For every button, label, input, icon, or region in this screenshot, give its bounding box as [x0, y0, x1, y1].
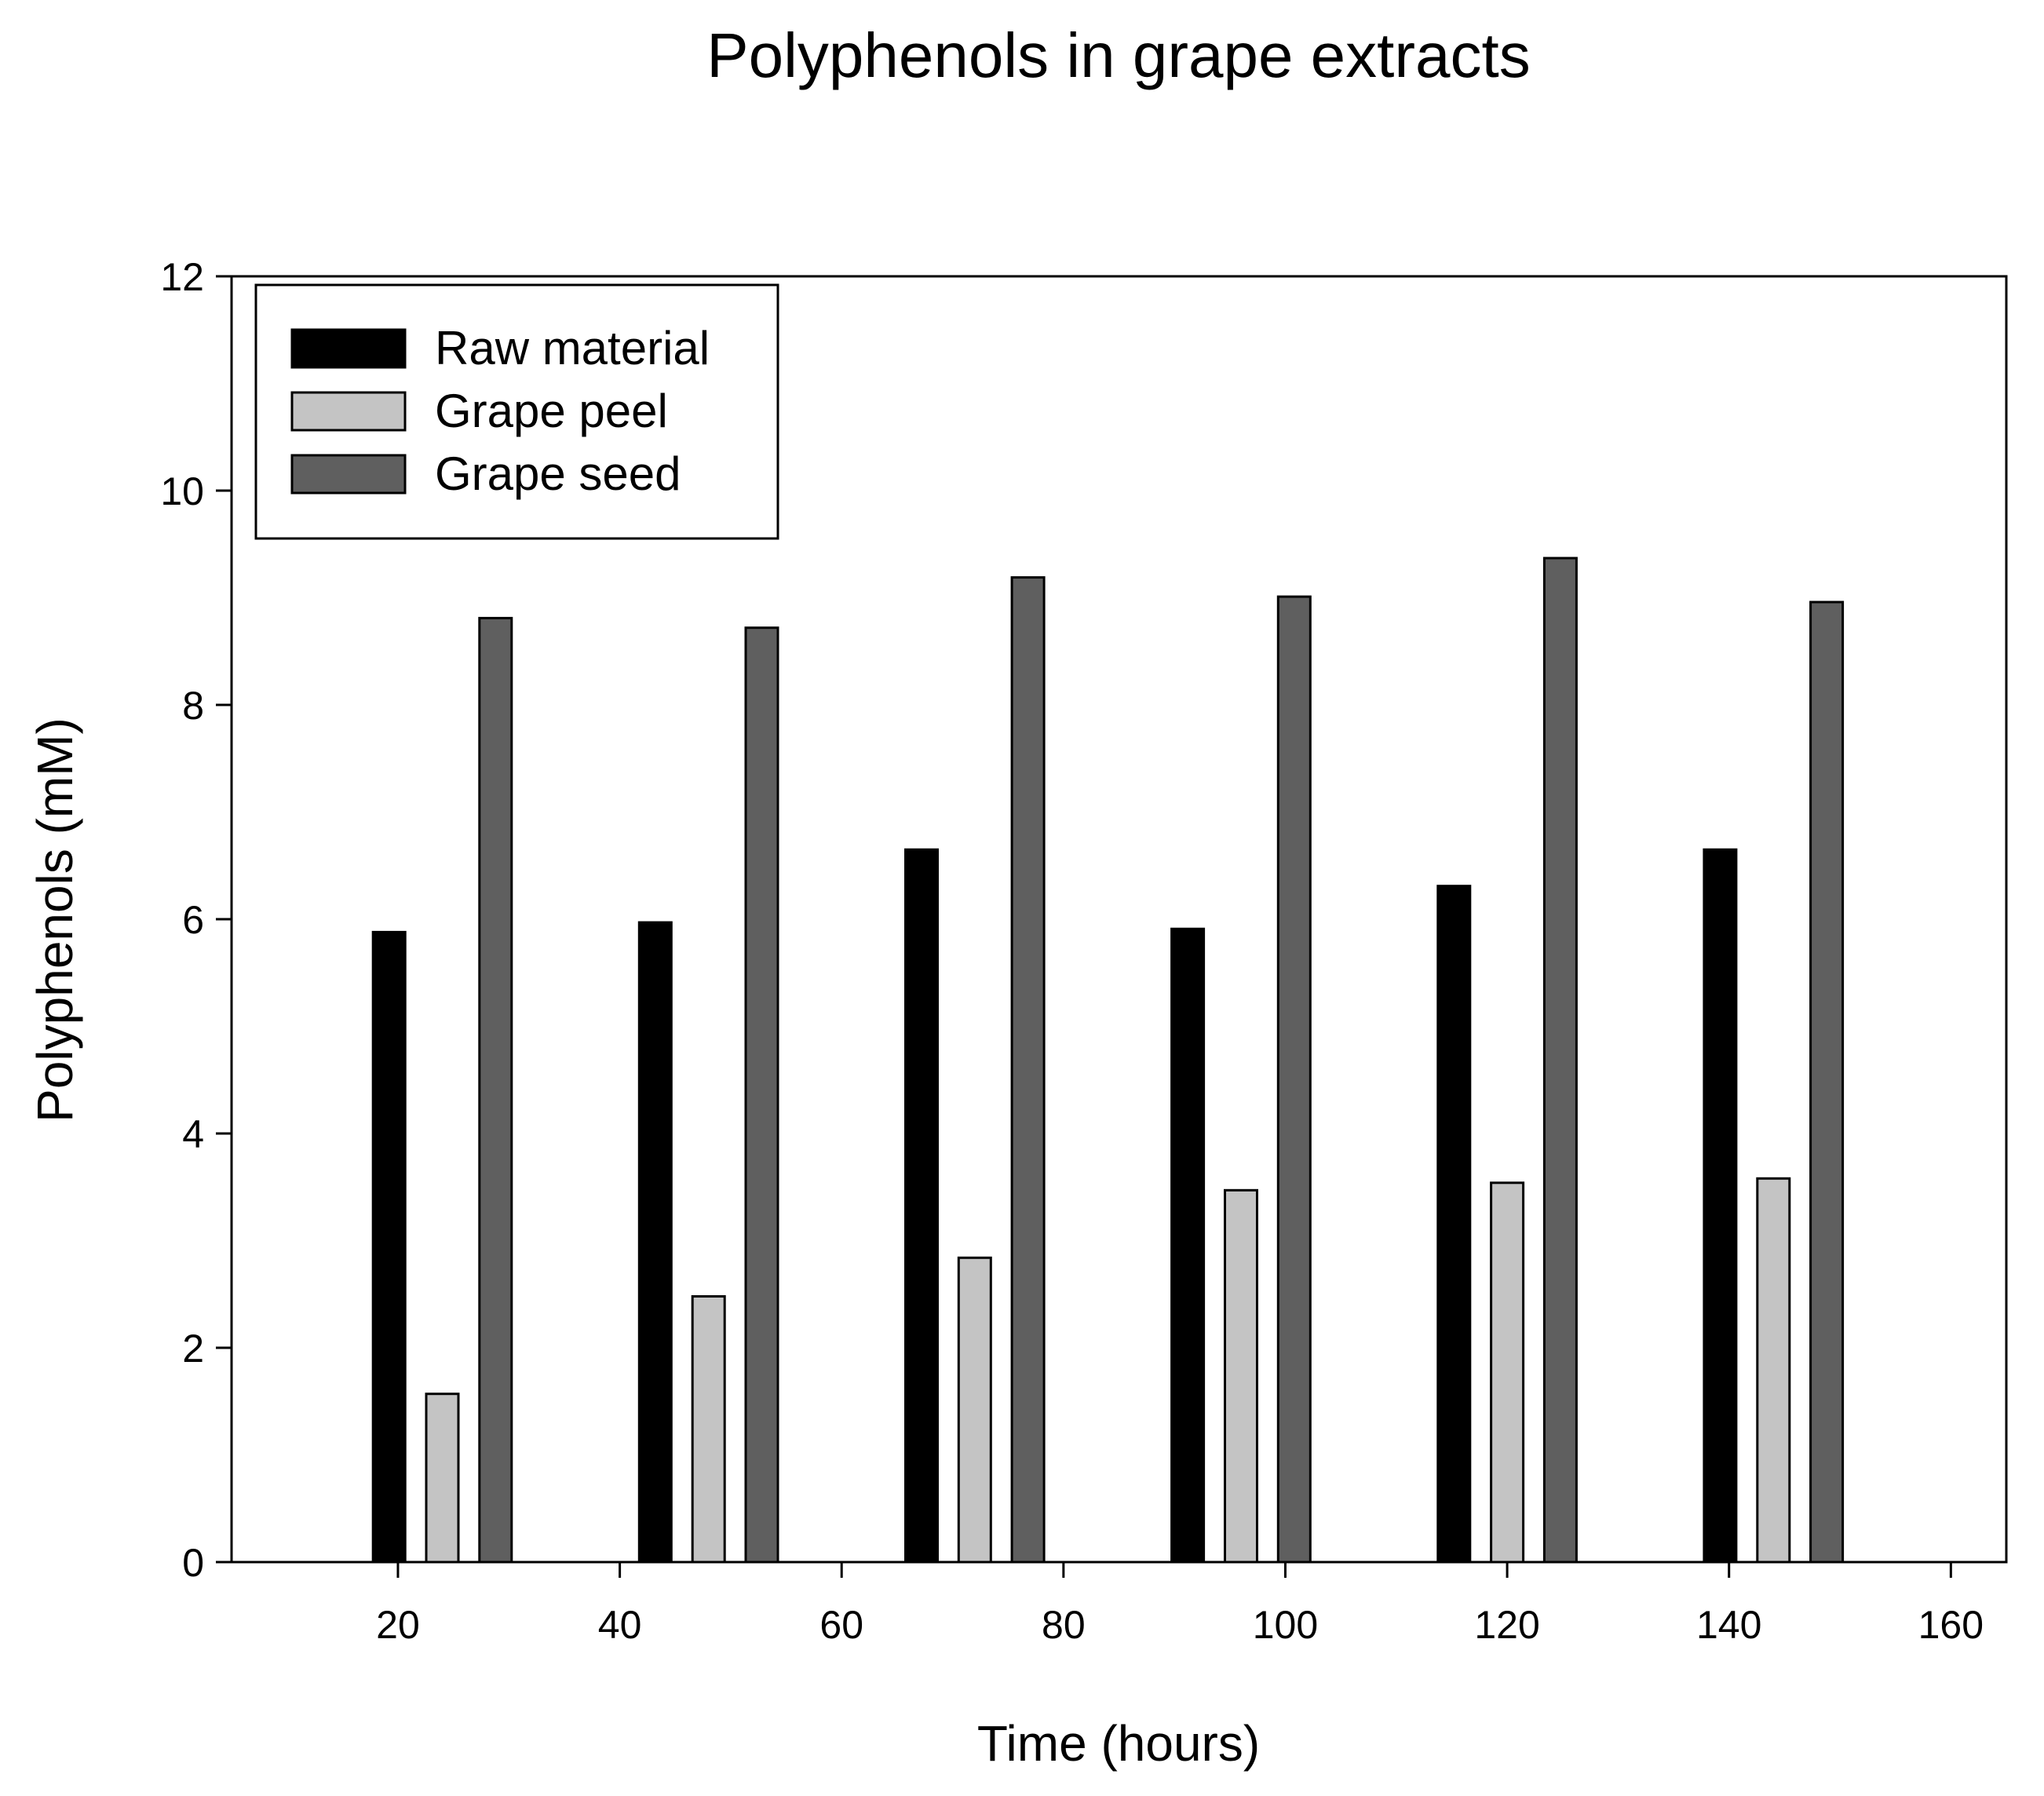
- x-tick-label: 140: [1696, 1603, 1761, 1647]
- bar-grape-seed-144: [1809, 600, 1845, 1564]
- x-tick-label: 120: [1474, 1603, 1539, 1647]
- y-tick-label: 4: [182, 1112, 204, 1156]
- legend-label-raw-material: Raw material: [435, 322, 710, 374]
- legend-swatch-grape-seed: [290, 454, 407, 495]
- bar-raw-material-48: [637, 921, 673, 1564]
- bar-grape-seed-72: [1010, 576, 1046, 1564]
- legend: Raw material Grape peel Grape seed: [254, 283, 779, 540]
- bar-grape-peel-120: [1490, 1181, 1525, 1564]
- y-axis: 0 2 4 6 8 10 12: [160, 255, 232, 1585]
- legend-items: Raw material Grape peel Grape seed: [290, 322, 710, 500]
- y-tick-label: 0: [182, 1541, 204, 1585]
- bar-grape-seed-96: [1276, 595, 1312, 1564]
- x-tick-label: 40: [598, 1603, 642, 1647]
- y-tick-label: 6: [182, 898, 204, 942]
- x-axis: 20 40 60 80 100 120 140 160: [376, 1562, 1984, 1647]
- bar-raw-material-96: [1170, 927, 1206, 1564]
- x-tick-label: 60: [819, 1603, 863, 1647]
- bars-group: [371, 557, 1845, 1564]
- bar-grape-peel-24: [425, 1393, 460, 1564]
- x-tick-label: 100: [1253, 1603, 1318, 1647]
- bar-grape-peel-72: [957, 1256, 992, 1564]
- bar-grape-seed-120: [1542, 557, 1578, 1564]
- y-axis-title: Polyphenols (mM): [27, 717, 83, 1122]
- bar-raw-material-144: [1703, 848, 1738, 1564]
- y-tick-label: 2: [182, 1327, 204, 1371]
- x-tick-label: 20: [376, 1603, 420, 1647]
- x-tick-label: 160: [1918, 1603, 1984, 1647]
- bar-raw-material-72: [904, 848, 939, 1564]
- bar-grape-seed-24: [478, 616, 513, 1564]
- bar-grape-peel-48: [691, 1295, 726, 1564]
- y-tick-label: 12: [160, 255, 204, 299]
- x-tick-label: 80: [1042, 1603, 1086, 1647]
- bar-raw-material-120: [1436, 885, 1472, 1564]
- legend-swatch-grape-peel: [290, 391, 407, 432]
- y-tick-label: 10: [160, 469, 204, 513]
- legend-swatch-raw-material: [290, 328, 407, 369]
- y-tick-label: 8: [182, 684, 204, 728]
- bar-grape-peel-144: [1756, 1177, 1791, 1564]
- bar-raw-material-24: [371, 930, 407, 1564]
- bar-grape-peel-96: [1224, 1188, 1258, 1564]
- x-axis-title: Time (hours): [977, 1715, 1260, 1772]
- bar-grape-seed-48: [744, 626, 779, 1564]
- legend-label-grape-peel: Grape peel: [435, 385, 668, 437]
- legend-label-grape-seed: Grape seed: [435, 447, 681, 500]
- chart-title: Polyphenols in grape extracts: [706, 20, 1531, 90]
